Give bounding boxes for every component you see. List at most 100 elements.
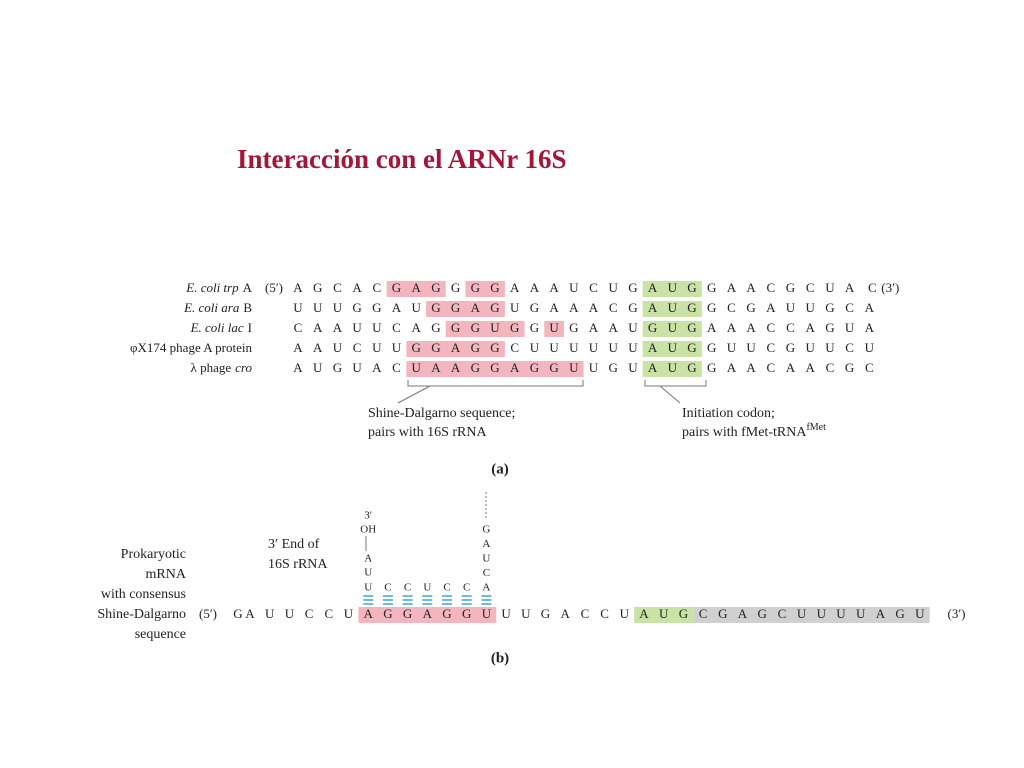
nucleotide: A xyxy=(293,340,303,355)
nucleotide: U xyxy=(746,340,756,355)
nucleotide: G xyxy=(490,340,499,355)
nucleotide: C xyxy=(392,360,401,375)
row-label: E. coli ara B xyxy=(183,300,252,315)
nucleotide: C xyxy=(589,280,598,295)
nucleotide: U xyxy=(589,360,599,375)
highlight xyxy=(642,281,702,297)
nucleotide: U xyxy=(825,340,835,355)
highlight xyxy=(426,301,505,317)
nucleotide: G xyxy=(718,606,727,621)
nucleotide: G xyxy=(687,320,696,335)
highlight xyxy=(642,341,702,357)
nucleotide: U xyxy=(668,360,678,375)
rrna-left: A xyxy=(364,553,372,565)
nucleotide: G xyxy=(707,340,716,355)
nucleotide: G xyxy=(412,340,421,355)
nucleotide: C xyxy=(727,300,736,315)
nucleotide: C xyxy=(324,606,333,621)
nucleotide: A xyxy=(648,300,658,315)
nucleotide: U xyxy=(265,606,275,621)
nucleotide: U xyxy=(797,606,807,621)
nucleotide: A xyxy=(609,320,619,335)
nucleotide: C xyxy=(372,280,381,295)
nucleotide: G xyxy=(510,320,519,335)
nucleotide: A xyxy=(293,360,303,375)
b-label: mRNA xyxy=(146,567,187,582)
tail-nucleotide: C xyxy=(868,280,877,295)
nucleotide: U xyxy=(609,280,619,295)
rrna-right: G xyxy=(482,524,490,536)
highlight xyxy=(445,321,525,337)
nucleotide: U xyxy=(344,606,354,621)
nucleotide: G xyxy=(471,340,480,355)
highlight xyxy=(544,321,564,337)
sd-bracket xyxy=(407,380,584,387)
nucleotide: G xyxy=(442,606,451,621)
nucleotide: A xyxy=(727,320,737,335)
three-prime: (3′) xyxy=(881,280,899,295)
nucleotide: G xyxy=(431,320,440,335)
nucleotide: A xyxy=(648,340,658,355)
rrna-nucleotide: U xyxy=(423,582,431,594)
caption-b: (b) xyxy=(491,650,509,666)
nucleotide: U xyxy=(392,340,402,355)
nucleotide: A xyxy=(451,360,461,375)
five-prime: (5′) xyxy=(265,280,283,295)
rrna-nucleotide: A xyxy=(482,582,490,594)
nucleotide: A xyxy=(746,280,756,295)
nucleotide: U xyxy=(786,300,796,315)
nucleotide: U xyxy=(549,340,559,355)
nucleotide: U xyxy=(372,320,382,335)
nucleotide: A xyxy=(865,320,875,335)
rrna-right: C xyxy=(483,567,490,579)
nucleotide: U xyxy=(856,606,866,621)
nucleotide: A xyxy=(392,300,402,315)
nucleotide: U xyxy=(628,340,638,355)
nucleotide: A xyxy=(707,320,717,335)
nucleotide: A xyxy=(589,300,599,315)
nucleotide: U xyxy=(510,300,520,315)
nucleotide: C xyxy=(826,360,835,375)
label-part: A xyxy=(243,280,253,295)
nucleotide: U xyxy=(628,360,638,375)
nucleotide: G xyxy=(648,320,657,335)
nucleotide: G xyxy=(471,280,480,295)
rrna-left: OH xyxy=(360,524,376,536)
nucleotide: G xyxy=(687,280,696,295)
nucleotide: A xyxy=(876,606,886,621)
nucleotide: G xyxy=(687,340,696,355)
nucleotide: A xyxy=(313,320,323,335)
nucleotide: U xyxy=(865,340,875,355)
lead-nucleotide: G xyxy=(233,606,242,621)
nucleotide: U xyxy=(412,300,422,315)
nucleotide: U xyxy=(285,606,295,621)
label-part: E. coli trp xyxy=(185,280,239,295)
highlight xyxy=(465,281,505,297)
nucleotide: U xyxy=(589,340,599,355)
nucleotide: A xyxy=(549,300,559,315)
nucleotide: U xyxy=(845,320,855,335)
row-label: φX174 phage A protein xyxy=(130,340,252,355)
nucleotide: A xyxy=(313,340,323,355)
nucleotide: A xyxy=(806,360,816,375)
nucleotide: A xyxy=(648,280,658,295)
nucleotide: G xyxy=(707,360,716,375)
rrna-nucleotide: C xyxy=(443,582,450,594)
label-part: B xyxy=(243,300,252,315)
nucleotide: G xyxy=(687,360,696,375)
codon-pointer xyxy=(659,385,681,404)
nucleotide: A xyxy=(372,360,382,375)
nucleotide: G xyxy=(490,360,499,375)
nucleotide: U xyxy=(825,280,835,295)
nucleotide: A xyxy=(766,300,776,315)
nucleotide: U xyxy=(313,300,323,315)
nucleotide: U xyxy=(482,606,492,621)
nucleotide: U xyxy=(806,340,816,355)
highlight xyxy=(634,607,694,623)
nucleotide: U xyxy=(620,606,630,621)
nucleotide: A xyxy=(738,606,748,621)
nucleotide: C xyxy=(699,606,708,621)
rrna-right: A xyxy=(482,538,490,550)
nucleotide: G xyxy=(707,300,716,315)
nucleotide: U xyxy=(352,360,362,375)
